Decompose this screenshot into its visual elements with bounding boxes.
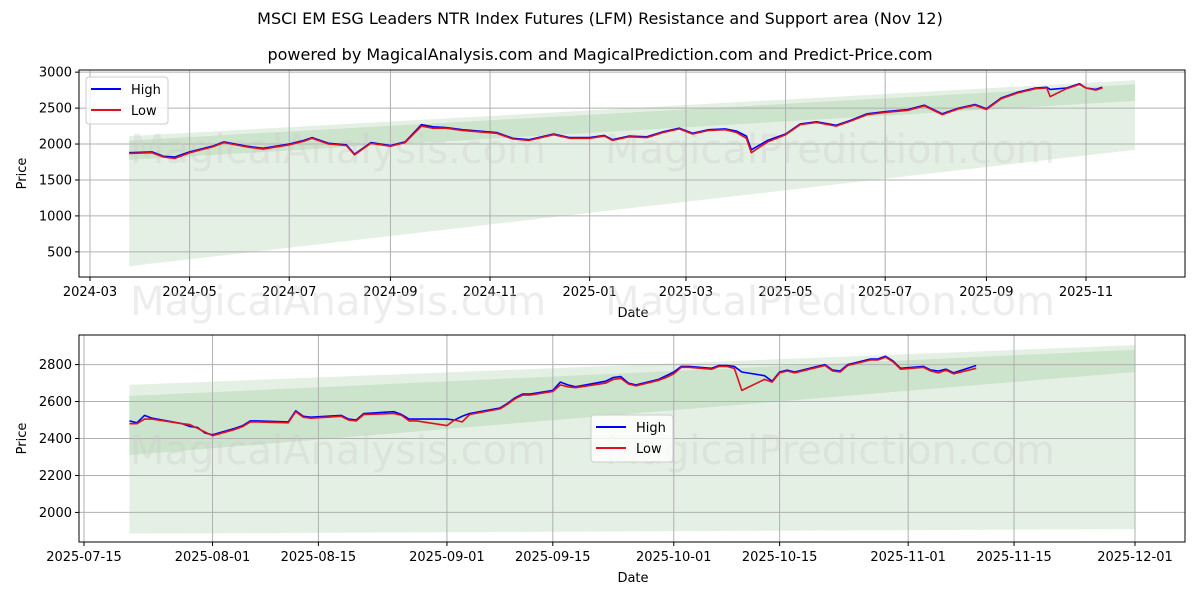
legend: High Low bbox=[85, 76, 169, 125]
y-tick-label: 2500 bbox=[39, 102, 72, 117]
y-axis-label: Price bbox=[15, 423, 30, 455]
plot-area: MagicalAnalysis.com MagicalPrediction.com bbox=[79, 70, 1185, 277]
legend-label-low: Low bbox=[131, 104, 157, 119]
x-tick-label: 2024-09 bbox=[363, 285, 417, 300]
watermark: MagicalPrediction.com bbox=[605, 279, 1055, 325]
x-axis-label: Date bbox=[617, 306, 648, 321]
x-tick-label: 2025-01 bbox=[562, 285, 616, 300]
watermark: MagicalAnalysis.com bbox=[130, 428, 546, 474]
band-outer bbox=[129, 80, 1135, 267]
x-tick-label: 2025-08-01 bbox=[175, 550, 251, 565]
y-tick-label: 2400 bbox=[39, 432, 72, 447]
x-tick-label: 2024-03 bbox=[63, 285, 117, 300]
x-tick-label: 2025-08-15 bbox=[281, 550, 357, 565]
legend-label-high: High bbox=[131, 83, 161, 98]
chart-title: MSCI EM ESG Leaders NTR Index Futures (L… bbox=[257, 9, 943, 28]
x-tick-label: 2025-11-15 bbox=[976, 550, 1052, 565]
watermark: MagicalPrediction.com bbox=[605, 127, 1055, 173]
y-axis-label: Price bbox=[15, 158, 30, 190]
bottom-chart: MagicalAnalysis.com MagicalPrediction.com… bbox=[15, 334, 1186, 586]
band-inner bbox=[129, 349, 1135, 456]
watermark: MagicalAnalysis.com bbox=[130, 127, 546, 173]
y-tick-label: 500 bbox=[47, 245, 72, 260]
x-tick-label: 2025-09-15 bbox=[515, 550, 591, 565]
legend: High Low bbox=[590, 414, 674, 463]
axes-frame bbox=[78, 69, 1186, 278]
x-tick-label: 2025-07 bbox=[858, 285, 912, 300]
watermark: MagicalAnalysis.com bbox=[130, 279, 546, 325]
watermark: MagicalPrediction.com bbox=[605, 428, 1055, 474]
y-tick-label: 1500 bbox=[39, 173, 72, 188]
x-tick-label: 2025-12-01 bbox=[1097, 550, 1173, 565]
y-tick-label: 2600 bbox=[39, 395, 72, 410]
y-tick-label: 2000 bbox=[39, 506, 72, 521]
y-tick-label: 2000 bbox=[39, 138, 72, 153]
x-tick-label: 2025-09-01 bbox=[409, 550, 485, 565]
x-tick-label: 2024-11 bbox=[463, 285, 517, 300]
x-tick-label: 2024-05 bbox=[162, 285, 216, 300]
y-tick-label: 2200 bbox=[39, 469, 72, 484]
y-tick-label: 3000 bbox=[39, 66, 72, 81]
x-tick-label: 2025-05 bbox=[758, 285, 812, 300]
band-inner bbox=[129, 84, 1135, 160]
series-low bbox=[129, 83, 1103, 160]
x-tick-label: 2025-10-01 bbox=[636, 550, 712, 565]
x-axis-label: Date bbox=[617, 571, 648, 586]
x-tick-label: 2025-09 bbox=[959, 285, 1013, 300]
chart-subtitle: powered by MagicalAnalysis.com and Magic… bbox=[267, 45, 933, 64]
x-tick-label: 2025-07-15 bbox=[46, 550, 122, 565]
series-high bbox=[129, 355, 977, 436]
x-tick-label: 2025-11 bbox=[1059, 285, 1113, 300]
top-chart: MagicalAnalysis.com MagicalPrediction.com… bbox=[15, 66, 1186, 321]
legend-label-high: High bbox=[636, 421, 666, 436]
x-tick-label: 2025-03 bbox=[659, 285, 713, 300]
series-low bbox=[129, 356, 977, 437]
y-tick-label: 1000 bbox=[39, 209, 72, 224]
y-tick-label: 2800 bbox=[39, 358, 72, 373]
x-tick-label: 2025-10-15 bbox=[742, 550, 818, 565]
legend-label-low: Low bbox=[636, 442, 662, 457]
x-tick-label: 2025-11-01 bbox=[870, 550, 946, 565]
x-tick-label: 2024-07 bbox=[262, 285, 316, 300]
